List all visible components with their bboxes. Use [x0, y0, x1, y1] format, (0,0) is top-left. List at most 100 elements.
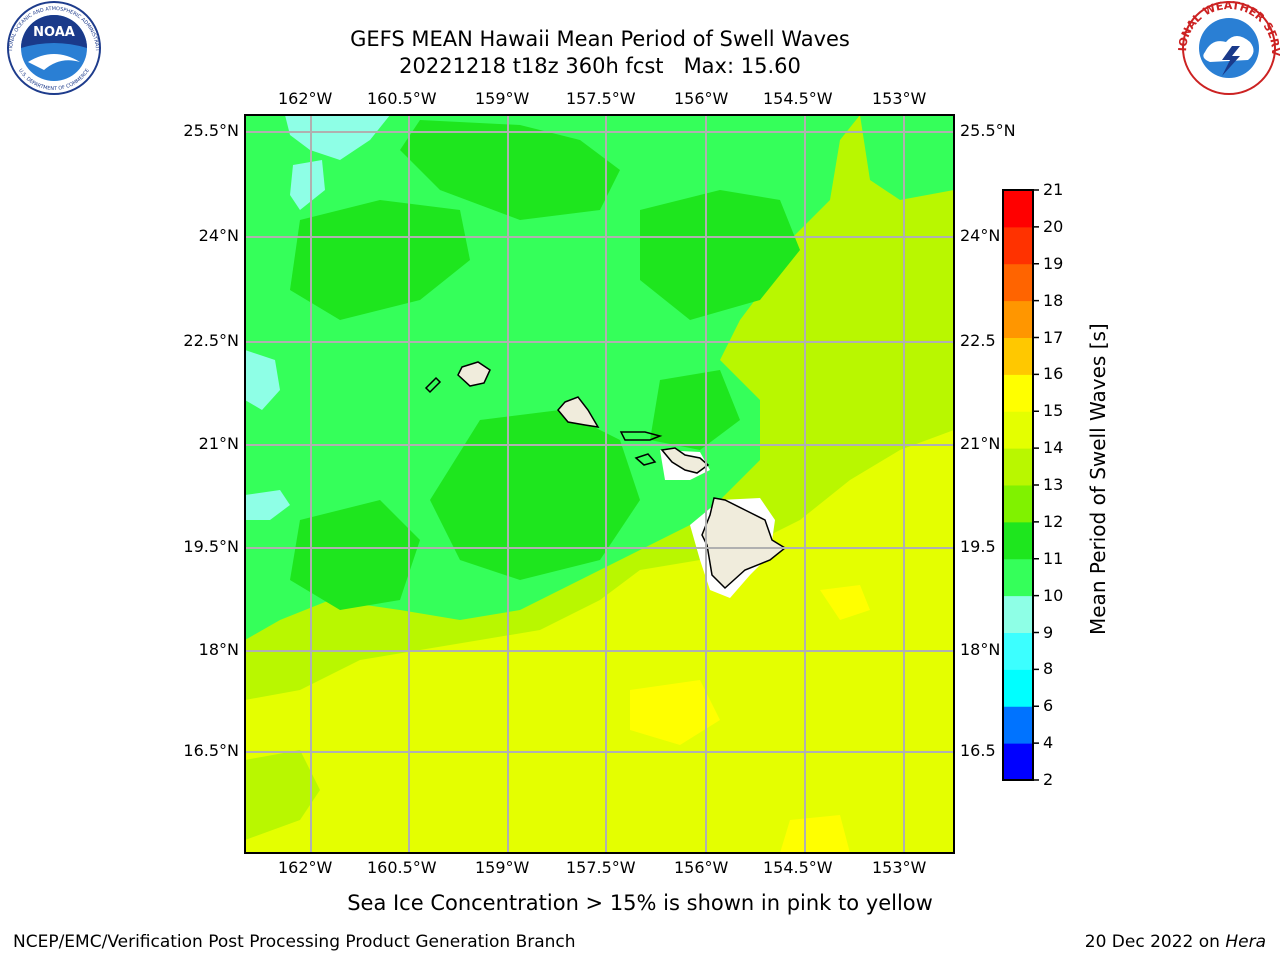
field-12-patch-e	[640, 190, 800, 320]
island-molokai	[619, 431, 663, 441]
field-14-15-patch-c	[820, 585, 870, 620]
footer-right: 20 Dec 2022 on Hera	[1085, 932, 1266, 952]
island-maui	[660, 447, 710, 474]
colorbar-tick-label: 10	[1043, 585, 1064, 605]
colorbar-segment	[1003, 595, 1033, 633]
lon-label-top-7: 153°W	[872, 89, 927, 108]
colorbar-tick-label: 9	[1043, 622, 1054, 642]
field-14-15-patch-b	[630, 680, 720, 745]
field-12-patch-f	[650, 370, 740, 450]
lon-label-bottom-5: 156°W	[674, 858, 729, 877]
noaa-logo-text: NOAA	[33, 25, 75, 40]
lat-label-right-5: 19.5	[960, 537, 996, 556]
island-kauai	[457, 361, 491, 387]
colorbar-segment	[1003, 374, 1033, 412]
island-kahoolawe	[634, 453, 657, 466]
noaa-logo: NOAA NATIONAL OCEANIC AND ATMOSPHERIC AD…	[0, 0, 101, 95]
colorbar-segment	[1003, 263, 1033, 302]
colorbar-segment	[1003, 521, 1033, 560]
colorbar-label: Mean Period of Swell Waves [s]	[1086, 323, 1110, 635]
island-niihau	[424, 376, 442, 394]
field-12-13-sw	[245, 750, 320, 840]
colorbar-tick-label: 18	[1043, 290, 1064, 310]
nws-ring-text: NATIONAL WEATHER SERVICE	[0, 0, 1280, 57]
lat-label-right-4: 21°N	[960, 434, 1001, 453]
island-oahu	[557, 396, 600, 428]
lat-label-left-3: 22.5°N	[183, 331, 239, 350]
colorbar-tick-label: 15	[1043, 401, 1064, 421]
lon-label-bottom-2: 160.5°W	[367, 858, 437, 877]
field-12-patch-c	[430, 410, 640, 580]
svg-text:NATIONAL WEATHER SERVICE: NATIONAL WEATHER SERVICE	[0, 0, 1280, 57]
lon-label-bottom-3: 159°W	[475, 858, 530, 877]
lon-label-top-2: 160.5°W	[367, 89, 437, 108]
footer-date: 20 Dec 2022 on	[1084, 932, 1226, 952]
lat-label-left-5: 19.5°N	[183, 537, 239, 556]
lon-label-bottom-4: 157.5°W	[566, 858, 636, 877]
lon-label-top-5: 156°W	[674, 89, 729, 108]
colorbar-segment	[1003, 337, 1033, 375]
colorbar-segment	[1003, 190, 1033, 228]
colorbar-segment	[1003, 226, 1033, 265]
colorbar-tick-label: 20	[1043, 216, 1064, 236]
lon-label-top-6: 154.5°W	[763, 89, 833, 108]
lon-label-bottom-7: 153°W	[872, 858, 927, 877]
map-frame	[244, 114, 955, 854]
lat-label-right-3: 22.5	[960, 331, 996, 350]
colorbar-tick-label: 14	[1043, 438, 1064, 458]
colorbar-tick-label: 19	[1043, 253, 1064, 273]
colorbar-tick-label: 4	[1043, 733, 1054, 753]
colorbar-tick-label: 12	[1043, 511, 1064, 531]
island-big-island	[701, 497, 787, 590]
colorbar	[1002, 189, 1039, 781]
lat-label-right-1: 25.5°N	[960, 121, 1016, 140]
lat-label-right-6: 18°N	[960, 640, 1001, 659]
colorbar-segment	[1003, 743, 1033, 781]
colorbar-tick-label: 17	[1043, 327, 1064, 347]
lat-label-right-7: 16.5	[960, 741, 996, 760]
swell-period-field	[245, 115, 954, 853]
field-12-patch-b	[400, 120, 620, 220]
footer-left: NCEP/EMC/Verification Post Processing Pr…	[13, 932, 576, 952]
graticule	[245, 115, 954, 853]
colorbar-segment	[1003, 632, 1033, 670]
colorbar-tick-label: 16	[1043, 364, 1064, 384]
field-12-patch-a	[290, 200, 470, 320]
colorbar-segment	[1003, 448, 1033, 486]
nws-logo: NATIONAL WEATHER SERVICE	[0, 0, 1280, 95]
colorbar-segment	[1003, 706, 1033, 744]
sea-ice-notice: Sea Ice Concentration > 15% is shown in …	[347, 891, 933, 915]
field-14-15-patch-a	[780, 815, 850, 853]
colorbar-segment	[1003, 411, 1033, 449]
field-13-14-south	[245, 430, 954, 853]
colorbar-tick-label: 11	[1043, 548, 1064, 568]
colorbar-tick-label: 2	[1043, 770, 1054, 789]
lon-label-bottom-6: 154.5°W	[763, 858, 833, 877]
colorbar-tick-label: 21	[1043, 180, 1064, 199]
lat-label-left-6: 18°N	[198, 640, 239, 659]
lon-label-top-3: 159°W	[475, 89, 530, 108]
lat-label-left-4: 21°N	[198, 434, 239, 453]
colorbar-tick-label: 8	[1043, 659, 1054, 679]
colorbar-segment	[1003, 485, 1033, 523]
field-9-10-patch-n2	[290, 160, 325, 210]
colorbar-tick-label: 6	[1043, 696, 1054, 716]
colorbar-segment	[1003, 558, 1033, 597]
footer-host: Hera	[1225, 932, 1266, 952]
title-line-2: 20221218 t18z 360h fcst Max: 15.60	[399, 54, 801, 78]
lon-label-top-1: 162°W	[278, 89, 333, 108]
lat-label-left-2: 24°N	[198, 226, 239, 245]
lat-label-left-1: 25.5°N	[183, 121, 239, 140]
field-9-10-patch-w1	[245, 350, 280, 410]
colorbar-segment	[1003, 300, 1033, 338]
lat-label-left-7: 16.5°N	[183, 741, 239, 760]
colorbar-segment	[1003, 669, 1033, 707]
title-line-1: GEFS MEAN Hawaii Mean Period of Swell Wa…	[350, 27, 850, 51]
field-9-10-patch-w2	[245, 490, 290, 520]
colorbar-tick-label: 13	[1043, 475, 1064, 494]
field-12-patch-d	[290, 500, 420, 610]
lon-label-top-4: 157.5°W	[566, 89, 636, 108]
lat-label-right-2: 24°N	[960, 226, 1001, 245]
lon-label-bottom-1: 162°W	[278, 858, 333, 877]
